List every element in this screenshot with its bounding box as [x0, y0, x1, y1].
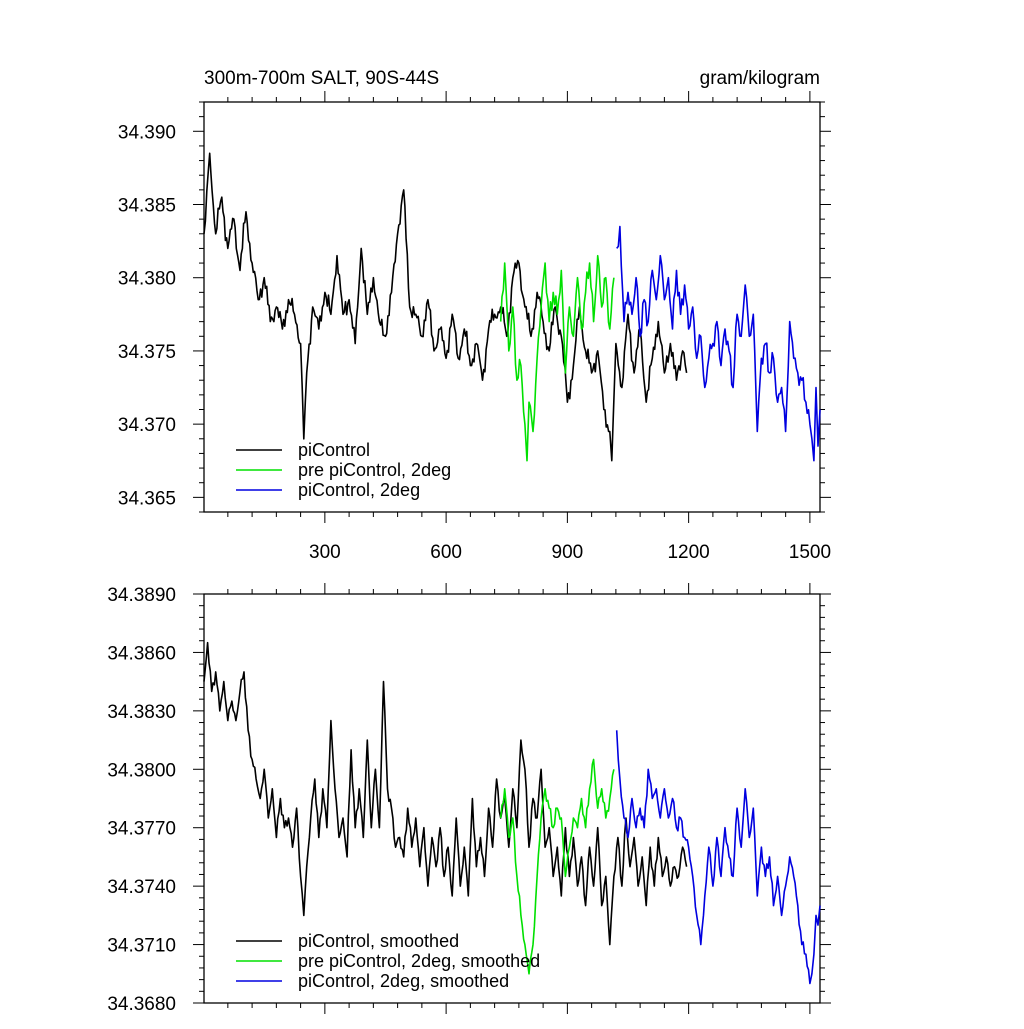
series-line-2 — [499, 758, 615, 975]
legend-label: piControl, 2deg — [298, 480, 420, 500]
x-tick-label: 300 — [309, 542, 341, 563]
y-tick-label: 34.3770 — [107, 819, 176, 840]
series-line-1 — [203, 641, 688, 946]
chart-panel-2: 34.3680 34.3710 34.3740 34.3770 34.3800 34.38… — [107, 583, 831, 1015]
series-line-2 — [499, 254, 615, 462]
x-tick-label: 1500 — [789, 542, 831, 563]
series-line-3 — [615, 730, 821, 985]
y-tick-label: 34.375 — [118, 342, 176, 363]
legend-label: pre piControl, 2deg — [298, 460, 451, 480]
series-line-3 — [616, 225, 821, 462]
units-label: gram/kilogram — [700, 68, 820, 89]
y-tick-label: 34.3740 — [107, 877, 176, 898]
x-tick-label: 900 — [552, 542, 584, 563]
y-tick-label: 34.3860 — [107, 643, 176, 664]
legend-label: piControl, smoothed — [298, 931, 459, 951]
plot-frame — [203, 593, 821, 1004]
y-tick-label: 34.370 — [118, 415, 176, 436]
x-tick-label: 600 — [430, 542, 462, 563]
y-tick-label: 34.365 — [118, 488, 176, 509]
chart-panel-1: 300m-700m SALT, 90S-44S gram/kilogram 300 6… — [118, 68, 831, 563]
y-tick-label: 34.380 — [118, 269, 176, 290]
y-tick-label: 34.3890 — [107, 585, 176, 606]
y-tick-label: 34.3710 — [107, 936, 176, 957]
chart-title: 300m-700m SALT, 90S-44S — [204, 68, 439, 89]
y-tick-label: 34.3800 — [107, 760, 176, 781]
legend-label: piControl — [298, 440, 370, 460]
series-line-1 — [203, 152, 688, 462]
y-tick-label: 34.3830 — [107, 702, 176, 723]
legend-label: piControl, 2deg, smoothed — [298, 971, 509, 991]
y-tick-label: 34.3680 — [107, 994, 176, 1015]
legend-label: pre piControl, 2deg, smoothed — [298, 951, 540, 971]
x-tick-label: 1200 — [667, 542, 709, 563]
y-tick-label: 34.390 — [118, 122, 176, 143]
y-tick-label: 34.385 — [118, 196, 176, 217]
